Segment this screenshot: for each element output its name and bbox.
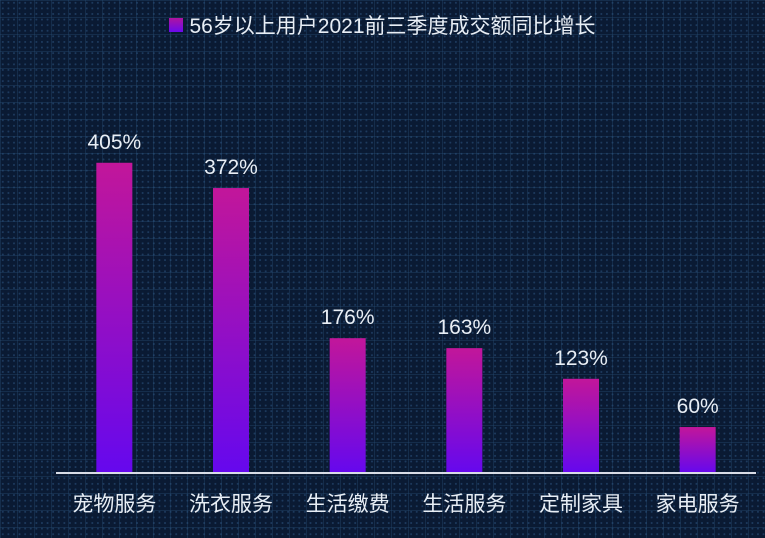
x-tick-label: 生活缴费 [306,493,390,516]
data-label: 372% [204,156,258,179]
data-label: 123% [554,347,608,370]
bar [563,378,599,473]
data-label: 405% [87,131,141,154]
data-label: 60% [677,395,719,418]
x-tick-label: 家电服务 [656,493,740,516]
data-label: 176% [321,306,375,329]
legend-swatch [169,18,184,33]
bar [213,188,249,473]
bar [446,348,483,473]
legend-label: 56岁以上用户2021前三季度成交额同比增长 [189,15,596,38]
bar [329,338,366,473]
bar [679,427,716,473]
x-tick-label: 生活服务 [422,493,506,516]
x-tick-label: 定制家具 [539,493,623,516]
legend[interactable]: 56岁以上用户2021前三季度成交额同比增长 [0,10,765,40]
data-label: 163% [437,316,491,339]
x-tick-label: 宠物服务 [72,493,156,516]
x-tick-label: 洗衣服务 [189,493,273,516]
bar [96,162,133,473]
